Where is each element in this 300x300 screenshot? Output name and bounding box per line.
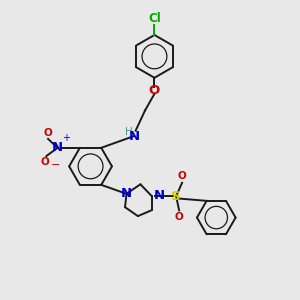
Text: O: O	[44, 128, 52, 138]
Text: Cl: Cl	[148, 13, 161, 26]
Text: N: N	[153, 189, 164, 202]
Text: H: H	[125, 127, 133, 136]
Text: S: S	[171, 190, 181, 203]
Text: +: +	[62, 133, 70, 143]
Text: O: O	[149, 84, 160, 97]
Text: O: O	[41, 157, 50, 167]
Text: N: N	[129, 130, 140, 142]
Text: N: N	[52, 141, 63, 154]
Text: O: O	[178, 171, 187, 181]
Text: N: N	[121, 187, 132, 200]
Text: O: O	[175, 212, 184, 222]
Text: −: −	[51, 160, 60, 170]
